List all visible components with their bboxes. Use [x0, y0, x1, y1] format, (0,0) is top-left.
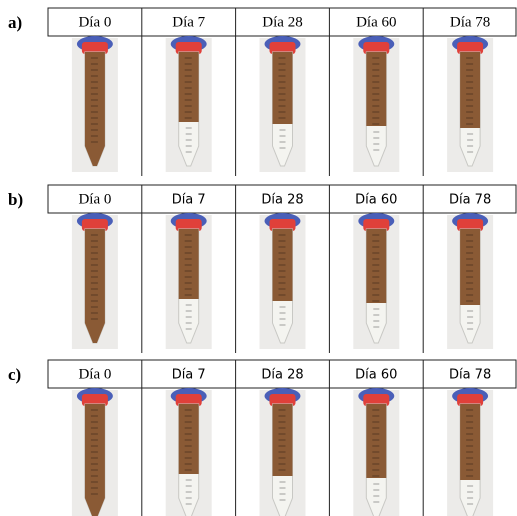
cap	[175, 219, 202, 231]
cap	[81, 394, 108, 406]
column-header: Día 7	[172, 368, 206, 383]
panel-label: a)	[8, 13, 22, 32]
cap	[81, 42, 108, 54]
sediment	[178, 52, 199, 122]
sediment	[366, 229, 387, 303]
sediment	[178, 229, 199, 299]
cap	[363, 42, 390, 54]
column-header: Día 78	[449, 368, 491, 383]
sediment	[460, 229, 481, 305]
cap	[363, 394, 390, 406]
column-header: Día 78	[450, 14, 490, 30]
sediment	[366, 52, 387, 126]
cap	[81, 219, 108, 231]
sediment	[460, 404, 481, 480]
column-header: Día 28	[261, 193, 303, 208]
sediment	[84, 52, 105, 166]
sediment	[366, 404, 387, 478]
column-header: Día 28	[261, 368, 303, 383]
cap	[363, 219, 390, 231]
sediment	[178, 404, 199, 474]
column-header: Día 0	[78, 366, 111, 382]
header-row	[47, 359, 517, 389]
cap	[457, 394, 484, 406]
cap	[269, 219, 296, 231]
panel-label: b)	[8, 190, 23, 209]
cap	[175, 42, 202, 54]
cap	[457, 219, 484, 231]
sediment	[460, 52, 481, 128]
sediment	[84, 229, 105, 343]
column-header: Día 0	[78, 191, 111, 207]
column-header: Día 7	[172, 14, 205, 30]
header-row	[47, 7, 517, 37]
column-header: Día 28	[262, 14, 302, 30]
header-row	[47, 184, 517, 214]
panel-label: c)	[8, 365, 21, 384]
cap	[457, 42, 484, 54]
cap	[175, 394, 202, 406]
sediment	[84, 404, 105, 516]
cap	[269, 42, 296, 54]
cap	[269, 394, 296, 406]
column-header: Día 60	[355, 193, 397, 208]
column-header: Día 60	[355, 368, 397, 383]
column-header: Día 0	[78, 14, 111, 30]
column-header: Día 7	[172, 193, 206, 208]
column-header: Día 60	[356, 14, 396, 30]
column-header: Día 78	[449, 193, 491, 208]
